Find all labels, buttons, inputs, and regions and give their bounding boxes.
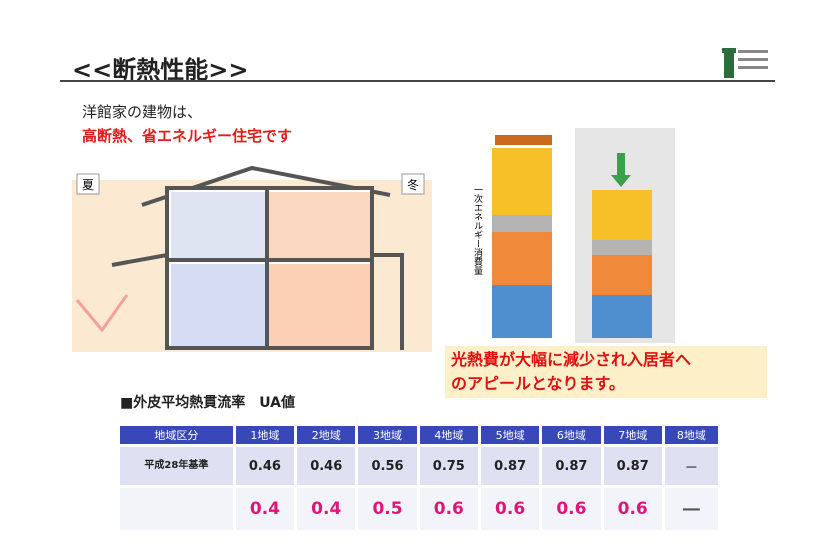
cell: 0.87 [542,447,601,485]
intro-highlight: 高断熱、省エネルギー住宅です [82,127,293,145]
row-label [120,488,233,530]
cell: 0.6 [419,488,478,530]
title-rule [60,80,775,82]
column-header: 4地域 [419,426,478,444]
callout: 光熱費が大幅に減少され入居者へ のアピールとなります。 [445,346,767,398]
callout-line: 光熱費が大幅に減少され入居者へ [451,350,692,369]
header-row: 地域区分 1地域 2地域 3地域 4地域 5地域 6地域 7地域 8地域 [120,426,718,444]
axis-label: 一次エネルギー消費量 [472,185,483,275]
table-heading: ■外皮平均熱貫流率 UA値 [120,395,295,411]
cell: 0.6 [542,488,601,530]
cell: 0.6 [603,488,662,530]
cell: 0.75 [419,447,478,485]
cell: 0.87 [603,447,662,485]
cell: ― [664,488,718,530]
energy-diagram: 一次エネルギー消費量 [472,128,675,343]
ua-table: 地域区分 1地域 2地域 3地域 4地域 5地域 6地域 7地域 8地域 平成28年基準 0.46 0… [117,423,721,533]
cell: 0.46 [235,447,295,485]
data-row: 0.4 0.4 0.5 0.6 0.6 0.6 0.6 ― [120,488,718,530]
column-header: 8地域 [664,426,718,444]
season-label: 冬 [407,177,419,192]
cell: 0.6 [480,488,540,530]
cell: 0.46 [297,447,356,485]
intro-line: 洋館家の建物は、 [82,103,203,121]
callout-line: のアピールとなります。 [451,374,625,393]
column-header: 6地域 [542,426,601,444]
column-header: 5地域 [480,426,540,444]
column-header: 地域区分 [120,426,233,444]
cell: 0.56 [358,447,417,485]
cell: 0.4 [235,488,295,530]
slide-title: <<断熱性能>> [72,56,249,84]
cell: 0.5 [358,488,417,530]
column-header: 3地域 [358,426,417,444]
row-label: 平成28年基準 [120,447,233,485]
cell: 0.87 [480,447,540,485]
column-header: 7地域 [603,426,662,444]
logo [722,48,768,78]
cell: 0.4 [297,488,356,530]
column-header: 2地域 [297,426,356,444]
data-row: 平成28年基準 0.46 0.46 0.56 0.75 0.87 0.87 0.87 － [120,447,718,485]
house-illustration: 夏 冬 [72,165,432,352]
cell: － [664,447,718,485]
season-label: 夏 [82,178,94,192]
column-header: 1地域 [235,426,295,444]
